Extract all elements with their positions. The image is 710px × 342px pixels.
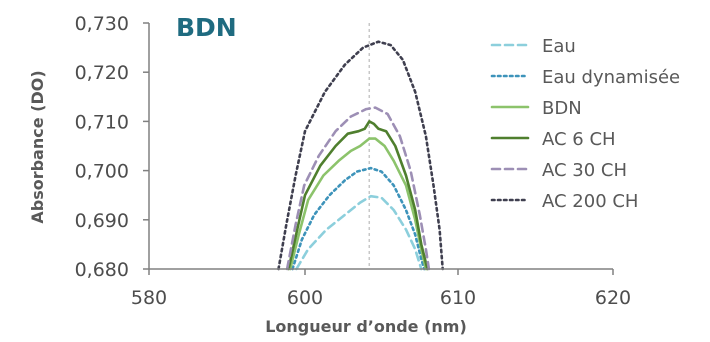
legend-label-6: AC 200 CH <box>542 191 638 212</box>
axes-layer: 0,680 0,690 0,700 0,710 0,720 0,730 580 600 610 6… <box>75 13 632 309</box>
y-tick-label: 0,680 <box>75 259 129 281</box>
legend-label-2: Eau dynamisée <box>542 67 680 88</box>
series-layer <box>277 40 444 271</box>
legend: Eau Eau dynamisée BDN AC 6 CH AC 30 CH AC 200… <box>490 36 680 212</box>
legend-label-1: Eau <box>542 36 576 57</box>
series-line-5 <box>285 106 431 271</box>
series-line-4 <box>287 120 429 271</box>
series-line-3 <box>288 137 428 271</box>
series-line-1 <box>295 194 423 271</box>
series-line-6 <box>277 40 444 271</box>
y-tick-label: 0,720 <box>75 62 129 84</box>
x-tick-label: 600 <box>287 287 323 309</box>
y-tick-label: 0,730 <box>75 13 129 35</box>
legend-label-3: BDN <box>542 98 582 119</box>
x-tick-label: 620 <box>595 287 631 309</box>
chart-title: BDN <box>176 13 237 42</box>
x-axis-label: Longueur d’onde (nm) <box>265 317 467 336</box>
series-line-2 <box>291 166 426 271</box>
legend-label-5: AC 30 CH <box>542 160 627 181</box>
y-axis-label: Absorbance (DO) <box>28 70 47 223</box>
y-tick-label: 0,690 <box>75 210 129 232</box>
y-tick-label: 0,700 <box>75 161 129 183</box>
legend-label-4: AC 6 CH <box>542 129 616 150</box>
x-tick-label: 580 <box>131 287 167 309</box>
y-tick-label: 0,710 <box>75 111 129 133</box>
x-tick-label: 610 <box>440 287 476 309</box>
